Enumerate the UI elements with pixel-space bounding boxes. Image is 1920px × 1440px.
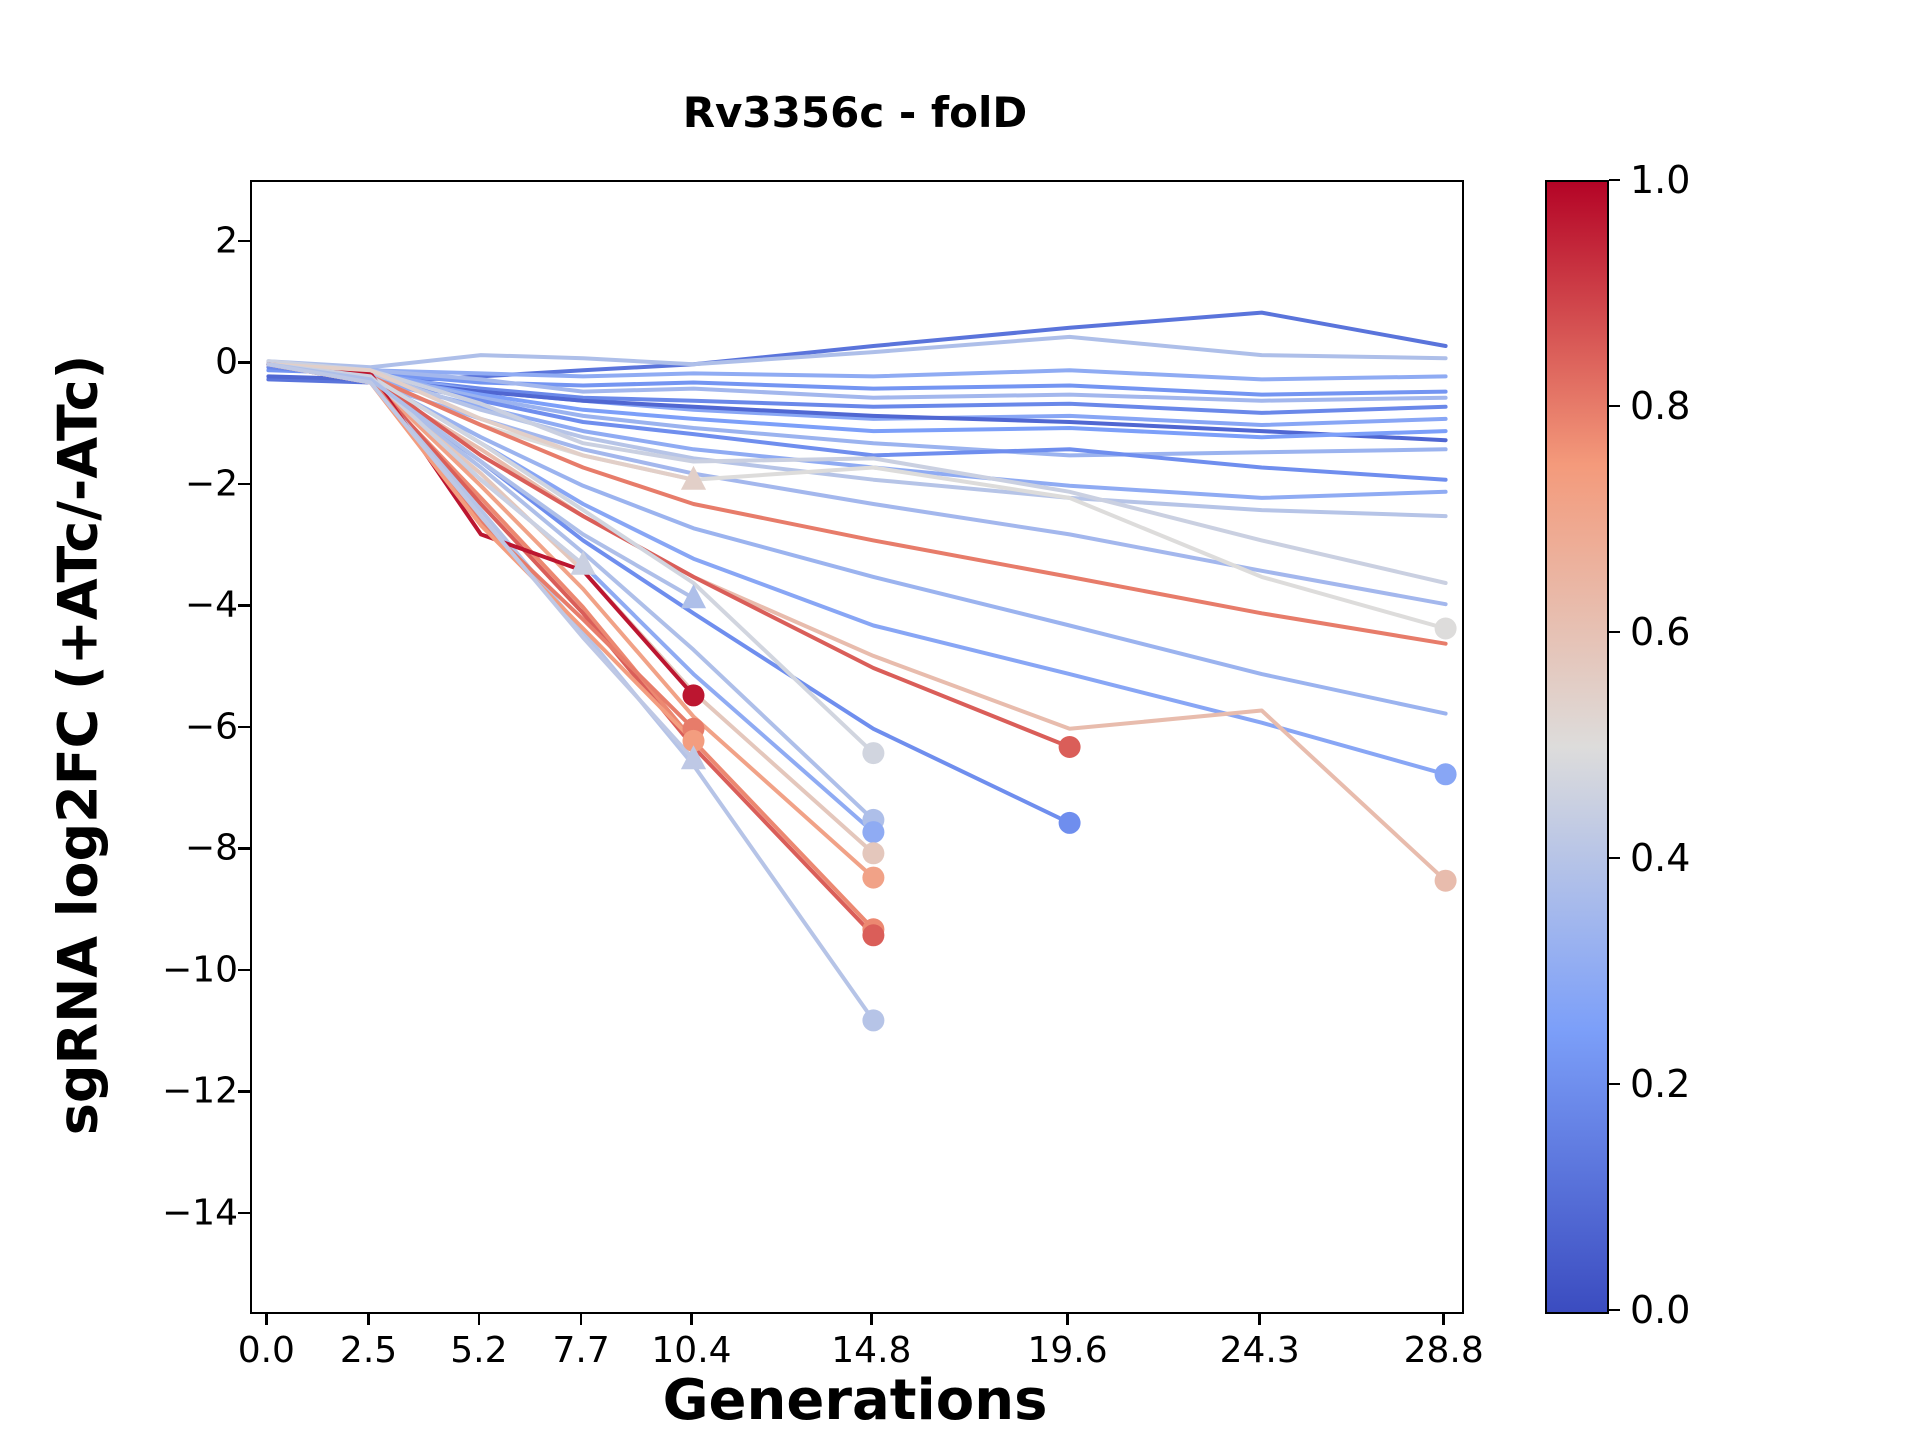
circle-endpoint-marker — [1058, 736, 1081, 758]
circle-endpoint-marker — [862, 821, 885, 844]
circle-endpoint-marker — [1434, 869, 1457, 892]
x-tick-mark — [265, 1312, 268, 1325]
y-axis-label: sgRNA log2FC (+ATc/-ATc) — [46, 354, 110, 1136]
x-tick-mark — [477, 1312, 481, 1325]
y-tick-label: 2 — [215, 220, 238, 262]
colorbar-tick-label: 1.0 — [1630, 158, 1691, 202]
plot-svg — [266, 310, 1457, 1032]
y-tick-mark — [238, 968, 250, 972]
sgrna-trace — [266, 334, 1448, 370]
colorbar-tick-mark — [1609, 630, 1620, 634]
sgrna-trace — [266, 362, 696, 601]
y-tick-label: −4 — [184, 584, 238, 626]
colorbar-tick-mark — [1609, 1082, 1620, 1086]
x-tick-mark — [1442, 1312, 1445, 1325]
x-tick-label: 24.3 — [1219, 1330, 1300, 1371]
triangle-endpoint-marker — [570, 550, 596, 575]
y-tick-label: −12 — [162, 1070, 238, 1112]
colorbar-tick-label: 0.6 — [1630, 610, 1691, 654]
y-tick-label: −2 — [184, 463, 238, 505]
triangle-endpoint-marker — [680, 745, 707, 770]
colorbar-tick-mark — [1609, 1308, 1620, 1312]
y-tick-mark — [238, 1211, 250, 1215]
y-tick-label: −6 — [184, 706, 238, 748]
sgrna-trace — [266, 362, 696, 482]
x-tick-label: 0.0 — [237, 1330, 295, 1371]
x-tick-mark — [1258, 1312, 1261, 1325]
x-tick-label: 19.6 — [1027, 1330, 1108, 1371]
circle-endpoint-marker — [862, 742, 885, 765]
y-tick-label: −8 — [184, 827, 238, 869]
x-tick-label: 2.5 — [339, 1330, 398, 1371]
x-tick-label: 14.8 — [831, 1330, 912, 1371]
colorbar-tick-label: 0.0 — [1630, 1288, 1691, 1332]
y-tick-label: −10 — [162, 949, 238, 991]
chart-title: Rv3356c - folD — [682, 88, 1028, 137]
circle-endpoint-marker — [682, 684, 705, 707]
circle-endpoint-marker — [1434, 763, 1457, 786]
sgrna-trace — [266, 362, 696, 762]
sgrna-trace — [266, 359, 1448, 585]
circle-endpoint-marker — [682, 729, 705, 752]
colorbar-tick-label: 0.4 — [1630, 836, 1691, 880]
y-tick-label: −14 — [162, 1192, 238, 1234]
y-tick-mark — [238, 725, 250, 729]
colorbar-tick-mark — [1609, 178, 1620, 182]
x-tick-label: 10.4 — [651, 1330, 732, 1371]
circle-endpoint-marker — [862, 866, 885, 889]
sgrna-trace — [266, 362, 1448, 646]
triangle-endpoint-marker — [680, 584, 707, 609]
y-tick-mark — [238, 1090, 250, 1093]
x-tick-mark — [870, 1312, 873, 1325]
colorbar-tick-label: 0.8 — [1630, 384, 1691, 428]
colorbar — [1545, 180, 1609, 1314]
circle-endpoint-marker — [862, 924, 885, 947]
x-tick-mark — [1066, 1312, 1069, 1325]
x-tick-mark — [690, 1312, 693, 1325]
sgrna-trace — [266, 362, 1448, 403]
y-tick-label: 0 — [215, 341, 238, 383]
x-tick-mark — [579, 1312, 583, 1325]
x-tick-label: 5.2 — [450, 1330, 508, 1371]
triangle-endpoint-marker — [680, 465, 707, 490]
y-tick-mark — [238, 239, 250, 242]
circle-endpoint-marker — [862, 1009, 885, 1032]
circle-endpoint-marker — [1058, 811, 1081, 834]
x-tick-mark — [367, 1312, 370, 1325]
colorbar-tick-mark — [1609, 404, 1620, 408]
circle-endpoint-marker — [862, 842, 885, 865]
colorbar-tick-mark — [1609, 856, 1620, 860]
y-tick-mark — [238, 604, 250, 607]
x-axis-label: Generations — [662, 1368, 1048, 1433]
sgrna-trace — [266, 368, 1448, 397]
y-tick-mark — [238, 482, 250, 485]
colorbar-tick-label: 0.2 — [1630, 1062, 1691, 1106]
plot-area — [250, 180, 1464, 1314]
x-tick-label: 28.8 — [1403, 1330, 1484, 1371]
y-tick-mark — [238, 361, 250, 364]
x-tick-label: 7.7 — [552, 1330, 610, 1371]
y-tick-mark — [238, 847, 250, 850]
circle-endpoint-marker — [1434, 617, 1457, 640]
